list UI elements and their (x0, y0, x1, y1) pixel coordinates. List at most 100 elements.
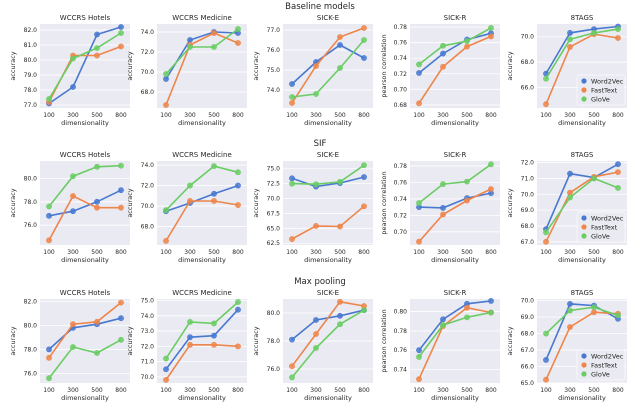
x-tick-label: 100 (540, 249, 552, 256)
data-point-word2vec (567, 30, 573, 36)
row-title-baseline: Baseline models (285, 2, 355, 12)
legend-label: Word2Vec (591, 214, 624, 222)
y-tick-label: 0.68 (394, 102, 408, 109)
data-point-fasttext (361, 203, 367, 210)
y-tick-label: 68.0 (521, 59, 535, 66)
x-tick-label: 300 (564, 387, 576, 394)
y-tick-label: 67.5 (267, 210, 281, 217)
data-point-glove (488, 161, 494, 168)
x-tick-label: 800 (358, 387, 370, 394)
y-tick-label: 68.0 (521, 223, 535, 230)
x-tick-label: 500 (208, 112, 220, 119)
row-title-maxpooling: Max pooling (294, 277, 346, 287)
y-axis-label: accuracy (506, 188, 514, 217)
data-point-glove (46, 375, 52, 382)
y-tick-label: 82.0 (24, 298, 38, 305)
data-point-glove (235, 169, 241, 176)
x-tick-label: 100 (540, 112, 552, 119)
legend-label: GloVe (591, 95, 610, 103)
series-line-glove (165, 165, 239, 211)
data-point-fasttext (235, 202, 241, 208)
y-tick-label: 69.0 (521, 207, 535, 214)
y-tick-label: 72.0 (141, 343, 155, 350)
data-point-glove (289, 180, 295, 187)
x-tick-label: 300 (437, 112, 449, 119)
data-point-word2vec (46, 212, 52, 219)
series-line-fasttext (291, 205, 365, 240)
data-point-fasttext (416, 376, 422, 383)
y-tick-label: 76.0 (24, 222, 38, 229)
legend-label: GloVe (591, 232, 610, 240)
y-axis-label: accuracy (252, 188, 260, 217)
y-tick-label: 75.0 (267, 166, 281, 173)
x-tick-label: 100 (413, 112, 425, 119)
series-line-glove (545, 306, 619, 335)
data-point-glove (94, 45, 100, 51)
data-point-glove (235, 299, 241, 305)
panels: 77.0 78.0 79.0 80.0 81.0 82.0 100 300 500 800 WCCR… (9, 14, 627, 402)
data-point-glove (313, 91, 319, 97)
chart-panel: 68.0 70.0 72.0 74.0 100 300 500 800 WCCRS Medici… (126, 151, 247, 264)
data-point-fasttext (70, 321, 76, 328)
data-point-word2vec (488, 298, 494, 304)
series-line-word2vec (418, 32, 492, 74)
chart-panel: 76.0 78.0 80.0 100 300 500 800 SICK-E dimensiona… (252, 289, 373, 402)
panel-title: SICK-E (317, 151, 339, 159)
data-point-word2vec (337, 312, 343, 319)
data-point-word2vec (289, 175, 295, 182)
x-tick-label: 500 (461, 249, 473, 256)
x-tick-label: 500 (588, 387, 600, 394)
data-point-word2vec (235, 306, 241, 313)
x-tick-label: 800 (232, 112, 244, 119)
x-tick-label: 500 (208, 387, 220, 394)
data-point-word2vec (416, 347, 422, 354)
x-tick-label: 500 (334, 249, 346, 256)
panel-title: 8TAGS (571, 289, 594, 297)
y-axis-label: accuracy (126, 188, 134, 217)
series-line-glove (418, 163, 492, 204)
x-tick-label: 800 (115, 387, 127, 394)
y-tick-label: 0.76 (394, 40, 408, 47)
series-line-word2vec (418, 300, 492, 351)
series-line-fasttext (545, 33, 619, 105)
x-tick-label: 800 (612, 249, 624, 256)
data-point-glove (361, 162, 367, 169)
y-tick-label: 79.0 (24, 72, 38, 79)
data-point-fasttext (163, 102, 169, 108)
series-line-word2vec (545, 25, 619, 75)
data-point-glove (163, 71, 169, 77)
data-point-fasttext (440, 211, 446, 218)
x-tick-label: 800 (115, 249, 127, 256)
legend-label: GloVe (591, 370, 610, 378)
legend-marker-word2vec (581, 353, 587, 359)
x-axis-label: dimensionality (178, 256, 226, 264)
data-point-glove (70, 55, 76, 62)
data-point-glove (361, 37, 367, 43)
x-tick-label: 100 (286, 249, 298, 256)
y-tick-label: 0.76 (394, 179, 408, 186)
data-point-word2vec (337, 42, 343, 48)
panel-title: WCCRS Medicine (172, 14, 232, 22)
data-point-word2vec (235, 182, 241, 189)
x-tick-label: 800 (612, 387, 624, 394)
data-point-fasttext (543, 376, 549, 383)
data-point-glove (46, 203, 52, 210)
y-axis-label: accuracy (252, 326, 260, 355)
data-point-fasttext (543, 238, 549, 245)
data-point-fasttext (211, 341, 217, 348)
chart-panel: 0.68 0.70 0.72 0.74 0.76 0.78 100 300 500 800 SICK… (380, 14, 500, 127)
series-line-glove (165, 301, 239, 360)
legend-marker-fasttext (581, 224, 587, 230)
series-line-glove (48, 32, 122, 100)
legend-marker-fasttext (581, 362, 587, 368)
panel-title: SICK-E (317, 289, 339, 297)
x-tick-label: 100 (413, 387, 425, 394)
y-tick-label: 78.0 (24, 346, 38, 353)
x-tick-label: 100 (43, 249, 55, 256)
y-tick-label: 72.0 (521, 160, 535, 167)
plot-area (157, 24, 247, 108)
series-line-fasttext (48, 301, 122, 359)
data-point-glove (337, 65, 343, 71)
y-axis-label: pearson correlation (380, 34, 388, 97)
data-point-glove (211, 163, 217, 170)
